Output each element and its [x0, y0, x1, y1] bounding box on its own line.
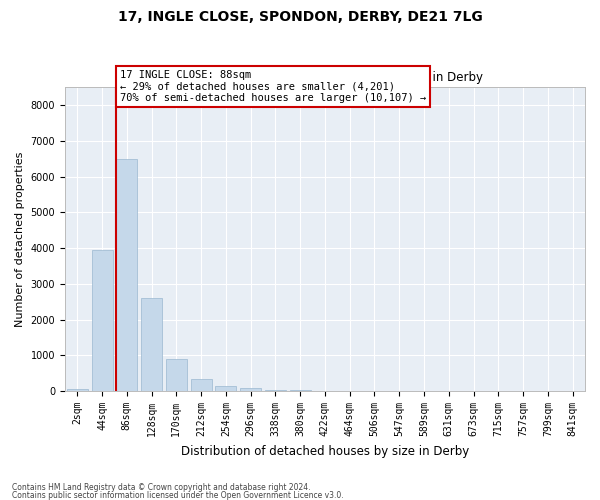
Bar — [265, 390, 286, 391]
Text: Contains public sector information licensed under the Open Government Licence v3: Contains public sector information licen… — [12, 490, 344, 500]
Title: Size of property relative to detached houses in Derby: Size of property relative to detached ho… — [166, 72, 484, 85]
Bar — [141, 298, 162, 391]
Bar — [240, 388, 261, 391]
Text: Contains HM Land Registry data © Crown copyright and database right 2024.: Contains HM Land Registry data © Crown c… — [12, 484, 311, 492]
Bar — [290, 390, 311, 391]
Bar — [116, 158, 137, 391]
Y-axis label: Number of detached properties: Number of detached properties — [15, 152, 25, 327]
Bar — [191, 378, 212, 391]
Bar — [67, 389, 88, 391]
Bar — [215, 386, 236, 391]
Text: 17 INGLE CLOSE: 88sqm
← 29% of detached houses are smaller (4,201)
70% of semi-d: 17 INGLE CLOSE: 88sqm ← 29% of detached … — [120, 70, 426, 103]
Bar — [166, 359, 187, 391]
Text: 17, INGLE CLOSE, SPONDON, DERBY, DE21 7LG: 17, INGLE CLOSE, SPONDON, DERBY, DE21 7L… — [118, 10, 482, 24]
X-axis label: Distribution of detached houses by size in Derby: Distribution of detached houses by size … — [181, 444, 469, 458]
Bar — [92, 250, 113, 391]
